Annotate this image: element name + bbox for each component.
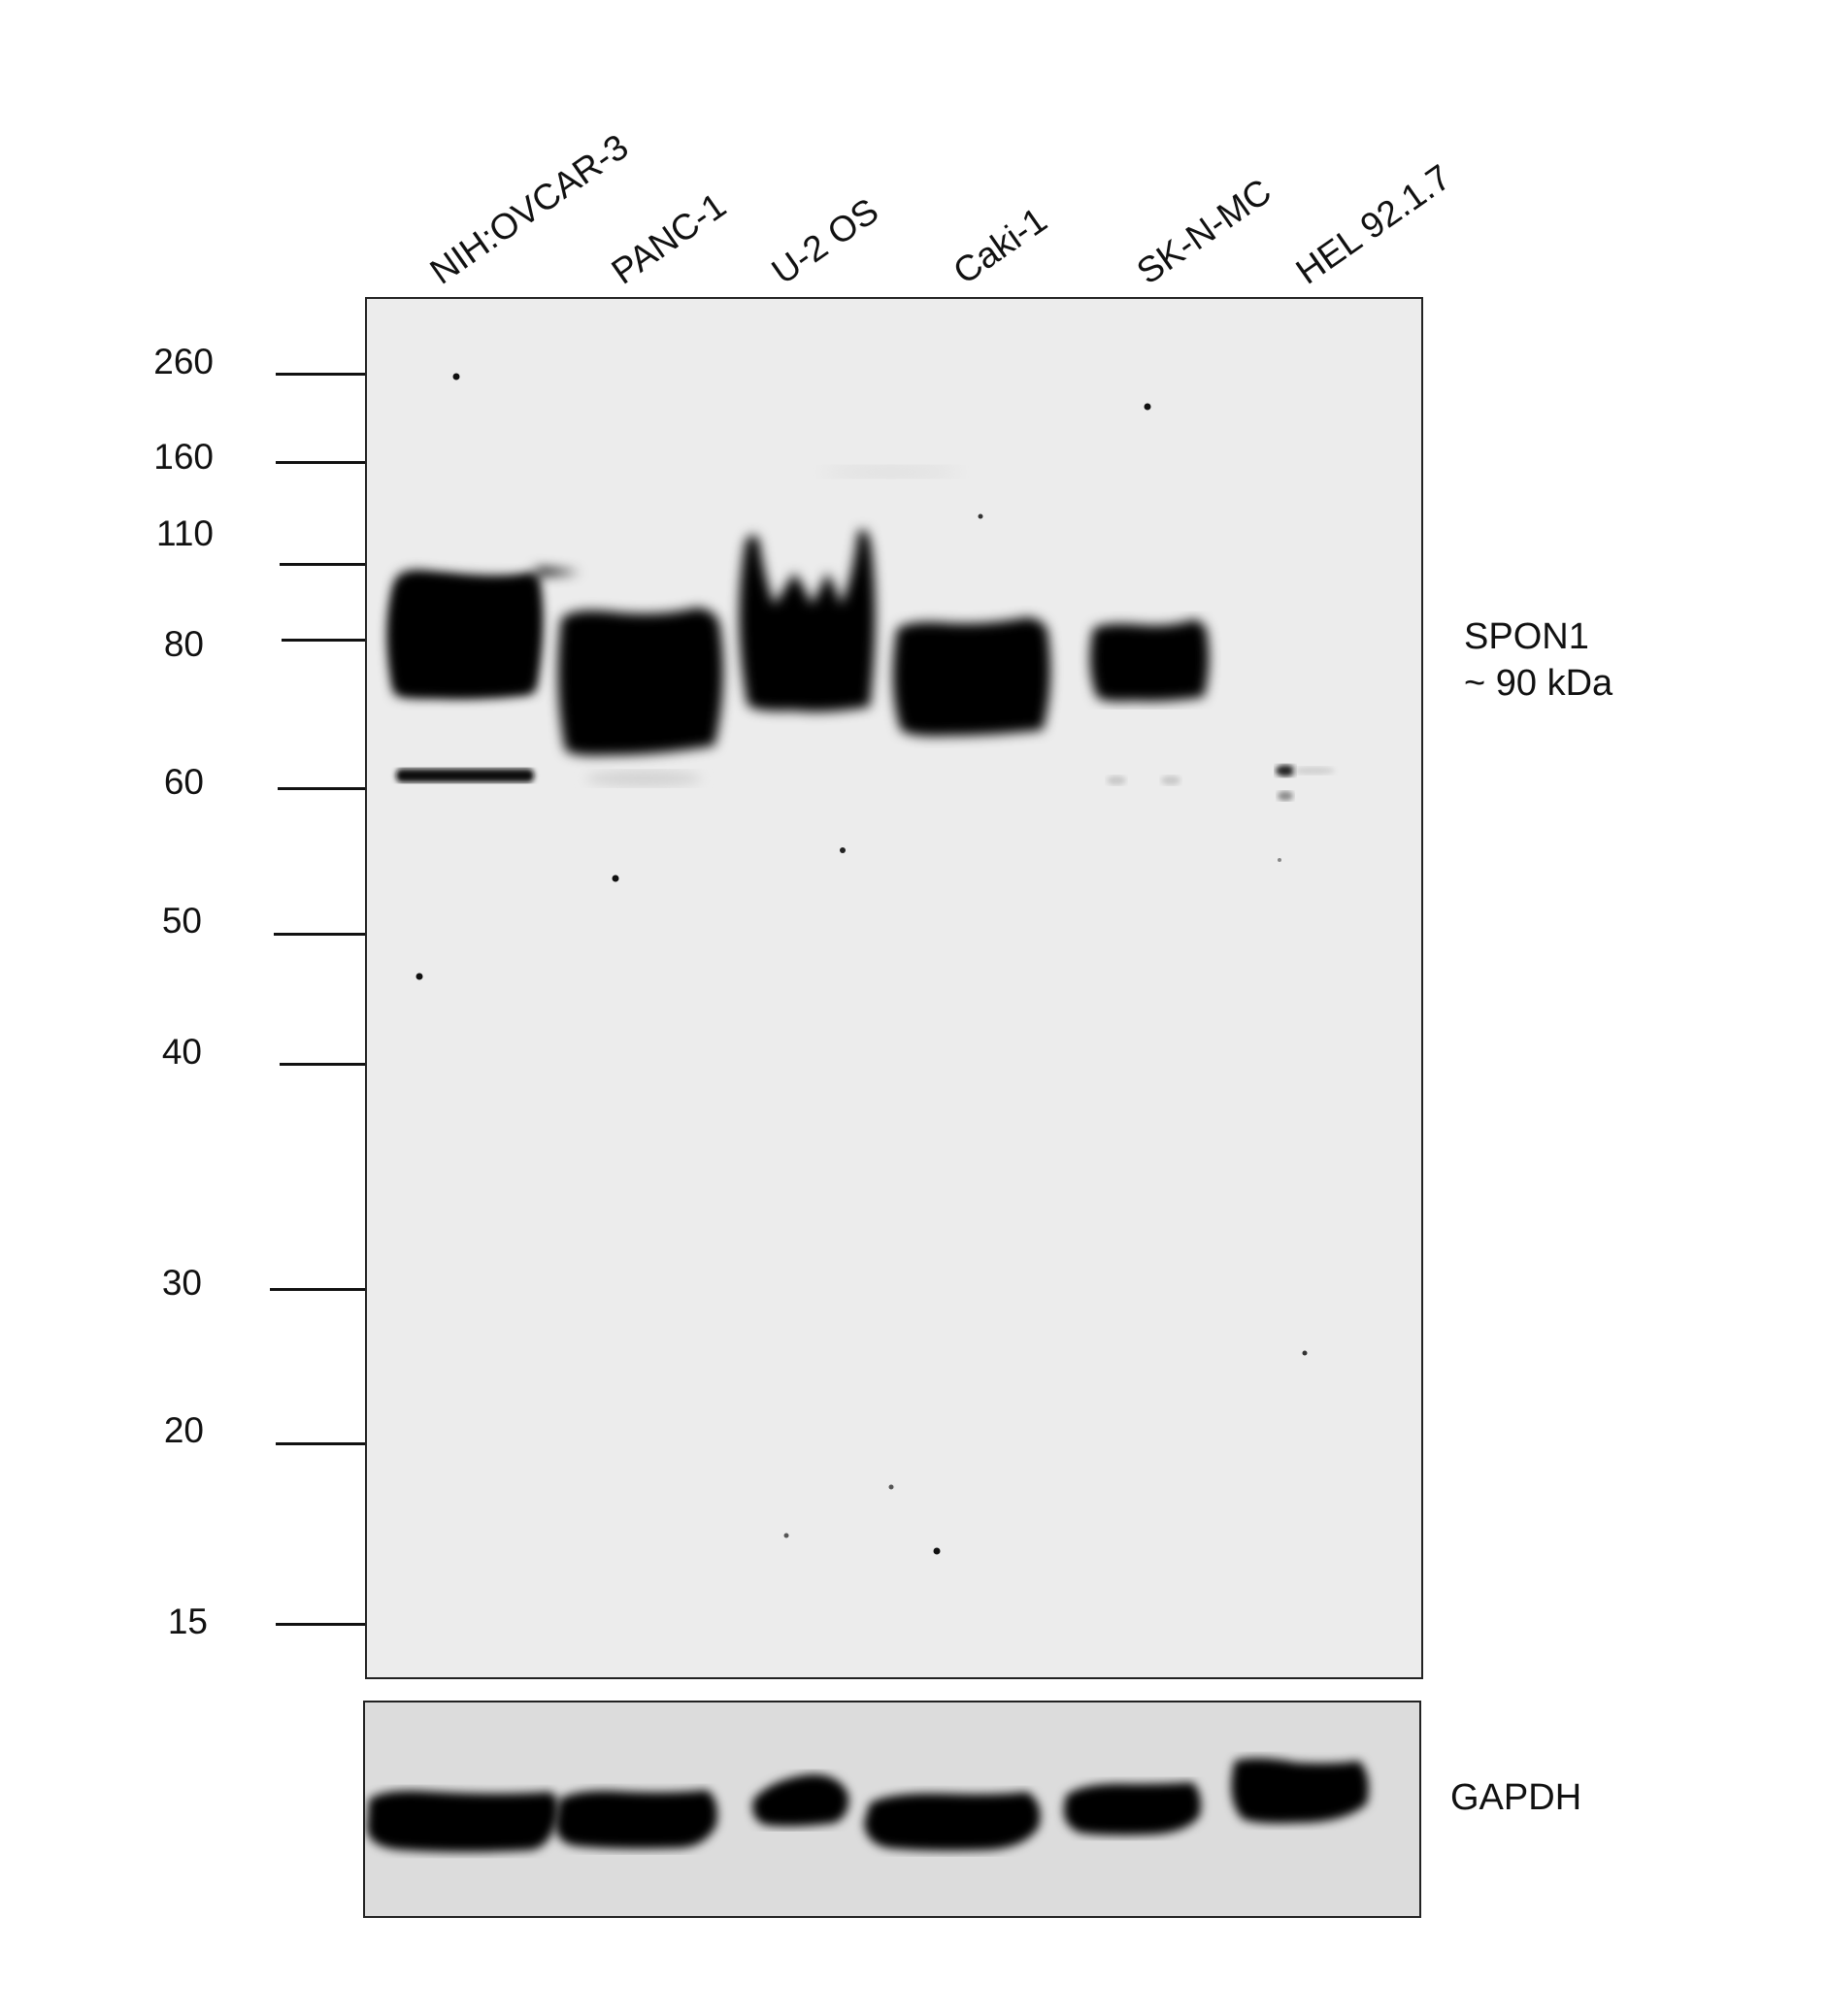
target-name-label: SPON1: [1464, 616, 1589, 657]
gapdh-band-lane6: [1231, 1758, 1369, 1824]
gapdh-blot: [363, 1701, 1421, 1918]
mw-tick-260: [276, 373, 365, 376]
speck: [452, 373, 460, 380]
speck: [933, 1547, 941, 1555]
mw-tick-15: [276, 1623, 365, 1626]
band-lane2-spon1: [557, 608, 723, 756]
speck: [888, 1484, 894, 1490]
mw-label-110: 110: [156, 513, 214, 553]
lane-label-nih-ovcar-3: NIH:OVCAR-3: [422, 126, 636, 292]
speck: [1278, 858, 1281, 862]
mw-label-40: 40: [161, 1032, 202, 1072]
speck: [415, 973, 423, 980]
spon1-blot: [365, 297, 1423, 1679]
speck: [783, 1533, 789, 1538]
mw-label-50: 50: [161, 901, 202, 941]
speck: [978, 513, 983, 519]
band-lane5-faint-a: [1107, 776, 1126, 785]
mw-label-30: 30: [161, 1263, 202, 1303]
speck: [1144, 403, 1151, 411]
mw-tick-160: [276, 461, 365, 464]
band-lane1-lower: [396, 769, 534, 782]
mw-label-260: 260: [153, 342, 214, 381]
lane-label-sk-n-mc: SK-N-MC: [1129, 171, 1279, 292]
gapdh-blot-bands: [367, 1758, 1369, 1852]
gapdh-band-lane3: [752, 1774, 849, 1827]
speck: [840, 847, 846, 853]
smear-lane4: [823, 466, 959, 478]
mw-label-80: 80: [163, 624, 204, 664]
mw-label-15: 15: [167, 1602, 208, 1641]
lane-label-hel-92-1-7: HEL 92.1.7: [1288, 156, 1458, 292]
mw-tick-unlabeled: [280, 563, 365, 566]
gapdh-band-lane2: [555, 1790, 717, 1849]
speck: [612, 875, 619, 882]
gapdh-band-lane1: [367, 1791, 558, 1852]
mw-tick-30: [270, 1288, 365, 1291]
gapdh-band-lane4: [864, 1792, 1041, 1851]
gapdh-band-lane5: [1063, 1782, 1201, 1835]
mw-tick-50: [274, 933, 365, 936]
lane-label-panc-1: PANC-1: [604, 184, 734, 292]
mw-tick-80: [282, 639, 365, 642]
speck: [1302, 1350, 1308, 1356]
mw-tick-60: [278, 787, 365, 790]
mw-tick-40: [280, 1063, 365, 1066]
lane-label-caki-1: Caki-1: [946, 199, 1054, 292]
band-lane6-a: [1276, 765, 1295, 777]
mw-label-60: 60: [163, 762, 204, 802]
mw-label-20: 20: [163, 1410, 204, 1450]
mw-tick-20: [276, 1442, 365, 1445]
band-lane5-spon1: [1089, 619, 1210, 702]
band-lane2-faint: [585, 771, 702, 786]
target-size-label: ~ 90 kDa: [1464, 663, 1613, 704]
loading-control-label: GAPDH: [1450, 1777, 1582, 1818]
band-lane6-trail: [1292, 767, 1335, 775]
band-lane6-b: [1278, 791, 1293, 801]
lane-label-u-2-os: U-2 OS: [764, 190, 886, 292]
band-lane3-spon1: [739, 529, 876, 712]
band-lane1-spon1-core: [391, 573, 541, 695]
mw-label-160: 160: [153, 437, 214, 477]
band-lane5-faint-b: [1161, 776, 1180, 785]
band-lane4-spon1: [892, 617, 1050, 737]
spon1-blot-bands: [388, 373, 1335, 1555]
